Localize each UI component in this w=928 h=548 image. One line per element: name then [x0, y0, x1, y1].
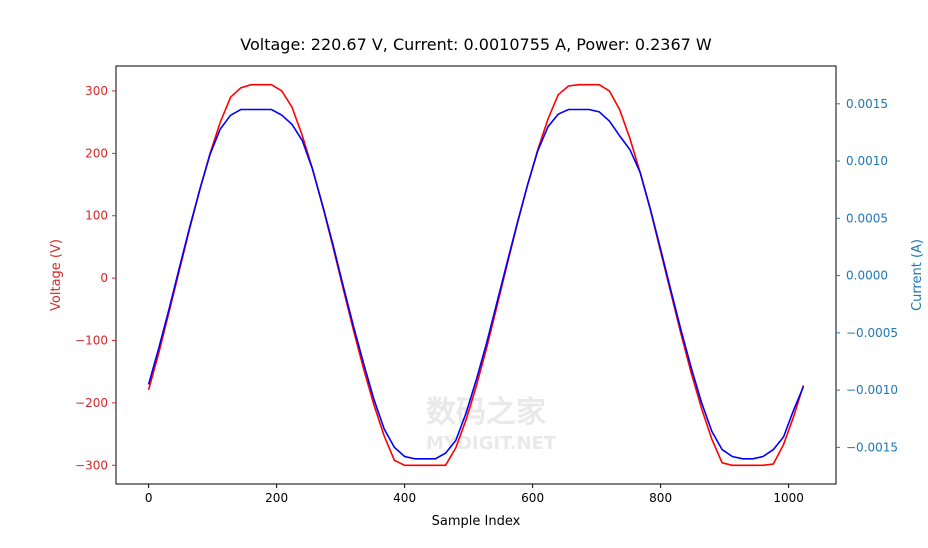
x-tick-label: 400 — [393, 491, 416, 505]
watermark-en: MYDIGIT.NET — [426, 433, 557, 454]
y2-tick-label: 0.0005 — [846, 211, 888, 225]
watermark: 数码之家 MYDIGIT.NET — [426, 395, 557, 454]
y-axis-label: Voltage (V) — [49, 239, 64, 311]
x-tick-label: 600 — [521, 491, 544, 505]
x-tick-label: 1000 — [773, 491, 804, 505]
y-tick-label: −300 — [75, 458, 108, 472]
y2-axis-label: Current (A) — [910, 239, 925, 311]
chart-title: Voltage: 220.67 V, Current: 0.0010755 A,… — [240, 35, 712, 54]
x-tick-label: 200 — [265, 491, 288, 505]
y-tick-label: 100 — [85, 209, 108, 223]
y-tick-label: −100 — [75, 334, 108, 348]
y-tick-label: −200 — [75, 396, 108, 410]
y2-tick-label: −0.0010 — [846, 383, 898, 397]
y2-tick-label: −0.0015 — [846, 440, 898, 454]
current-line — [147, 108, 805, 460]
y2-tick-label: 0.0000 — [846, 269, 888, 283]
x-tick-label: 0 — [145, 491, 153, 505]
voltage-line — [147, 83, 805, 467]
y2-tick-label: 0.0015 — [846, 97, 888, 111]
y2-tick-label: −0.0005 — [846, 326, 898, 340]
y-tick-label: 200 — [85, 146, 108, 160]
x-axis-label: Sample Index — [432, 514, 521, 529]
y-tick-label: 0 — [100, 271, 108, 285]
x-tick-label: 800 — [649, 491, 672, 505]
watermark-cn: 数码之家 — [426, 395, 546, 430]
y2-tick-label: 0.0010 — [846, 154, 888, 168]
plot-area-frame — [115, 65, 837, 485]
y-tick-label: 300 — [85, 84, 108, 98]
